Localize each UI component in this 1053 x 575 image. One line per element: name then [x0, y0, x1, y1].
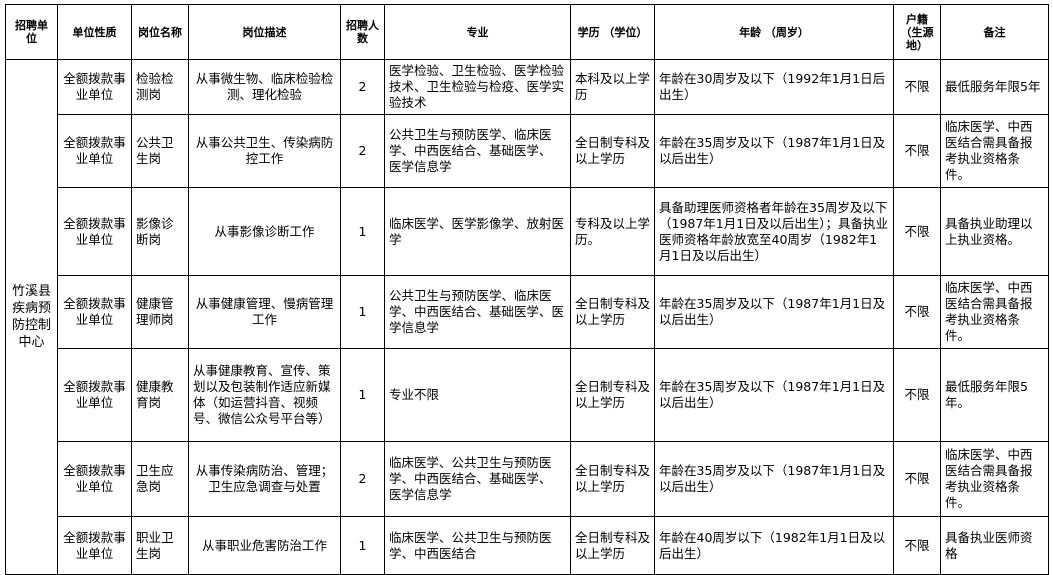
major: 临床医学、公共卫生与预防医学、中西医结合、基础医学、 医学信息学	[384, 441, 571, 517]
education: 全日制专科及以上学历	[570, 516, 655, 575]
unit-type: 全额拨款事业单位	[57, 348, 132, 442]
position-name: 卫生应急岗	[131, 441, 189, 517]
remark: 临床医学、中西医结合需具备报考执业资格条件。	[940, 275, 1049, 349]
age: 具备助理医师资格者年龄在35周岁及以下（1987年1月1日及以后出生）；具备执业…	[654, 187, 894, 276]
age: 年龄在35周岁及以下（1987年1月1日及以后出生）	[654, 441, 894, 517]
remark: 临床医学、中西医结合需具备报考执业资格条件。	[940, 114, 1049, 188]
unit-type: 全额拨款事业单位	[57, 114, 132, 188]
headcount: 2	[340, 59, 385, 115]
header-cell: 岗位描述	[188, 4, 341, 60]
remark: 最低服务年限5年	[940, 59, 1049, 115]
unit-type: 全额拨款事业单位	[57, 187, 132, 276]
household: 不限	[893, 59, 941, 115]
age: 年龄在30周岁及以下（1992年1月1日后出生）	[654, 59, 894, 115]
header-cell: 学历 （学位）	[570, 4, 655, 60]
table-wrap: 招聘单位 单位性质 岗位名称 岗位描述 招聘人数 专业 学历 （学位） 年龄 （周岁） 户籍（生…	[5, 4, 1049, 575]
table-row: 全额拨款事业单位 健康管理师岗 从事健康管理、慢病管理工作 1 公共卫生与预防医学、临床…	[6, 275, 1049, 349]
age: 年龄在35周岁及以下（1987年1月1日及以后出生）	[654, 348, 894, 442]
remark: 最低服务年限5年。	[940, 348, 1049, 442]
education: 本科及以上学历	[570, 59, 655, 115]
household: 不限	[893, 441, 941, 517]
position-name: 检验检测岗	[131, 59, 189, 115]
major: 临床医学、公共卫生与预防医学、中西医结合	[384, 516, 571, 575]
headcount: 1	[340, 275, 385, 349]
household: 不限	[893, 187, 941, 276]
job-description: 从事微生物、临床检验检测、理化检验	[188, 59, 341, 115]
job-table: 招聘单位 单位性质 岗位名称 岗位描述 招聘人数 专业 学历 （学位） 年龄 （周岁） 户籍（生…	[5, 4, 1049, 575]
age: 年龄在35周岁及以下（1987年1月1日及以后出生）	[654, 275, 894, 349]
major: 公共卫生与预防医学、临床医学、中西医结合、基础医学、医学信息学	[384, 275, 571, 349]
unit-type: 全额拨款事业单位	[57, 441, 132, 517]
position-name: 健康教育岗	[131, 348, 189, 442]
header-cell: 单位性质	[57, 4, 132, 60]
education: 全日制专科及以上学历	[570, 275, 655, 349]
major: 医学检验、卫生检验、医学检验技术、卫生检验与检疫、医学实验技术	[384, 59, 571, 115]
position-name: 公共卫生岗	[131, 114, 189, 188]
header-cell: 户籍（生源地）	[893, 4, 941, 60]
job-description: 从事健康教育、宣传、策划以及包装制作适应新媒体（如运营抖音、视频号、微信公众号平…	[188, 348, 341, 442]
education: 全日制专科及以上学历	[570, 441, 655, 517]
table-row: 竹溪县疾病预防控制中心 全额拨款事业单位 检验检测岗 从事微生物、临床检验检测、理化检…	[5, 59, 1049, 575]
table-body: 竹溪县疾病预防控制中心 全额拨款事业单位 检验检测岗 从事微生物、临床检验检测、理化检…	[5, 59, 1049, 575]
major: 专业不限	[384, 348, 571, 442]
household: 不限	[893, 516, 941, 575]
table-row: 全额拨款事业单位 影像诊断岗 从事影像诊断工作 1 临床医学、医学影像学、放射医学 专科及…	[6, 187, 1049, 276]
education: 全日制专科及以上学历	[570, 348, 655, 442]
header-cell: 招聘单位	[5, 4, 58, 60]
headcount: 1	[340, 516, 385, 575]
unit-type: 全额拨款事业单位	[57, 59, 132, 115]
education: 全日制专科及以上学历	[570, 114, 655, 188]
remark: 具备执业医师资格	[940, 516, 1049, 575]
household: 不限	[893, 275, 941, 349]
household: 不限	[893, 348, 941, 442]
header-row: 招聘单位 单位性质 岗位名称 岗位描述 招聘人数 专业 学历 （学位） 年龄 （周岁） 户籍（生…	[5, 4, 1049, 60]
headcount: 1	[340, 187, 385, 276]
remark: 临床医学、中西医结合需具备报考执业资格条件。	[940, 441, 1049, 517]
job-description: 从事影像诊断工作	[188, 187, 341, 276]
age: 年龄在35周岁及以下（1987年1月1日及以后出生）	[654, 114, 894, 188]
table-row: 全额拨款事业单位 卫生应急岗 从事传染病防治、管理；卫生应急调查与处置 2 临床医学、公…	[6, 441, 1049, 517]
header-cell: 备注	[940, 4, 1049, 60]
major: 公共卫生与预防医学、临床医学、中西医结合、基础医学、 医学信息学	[384, 114, 571, 188]
household: 不限	[893, 114, 941, 188]
position-name: 职业卫生岗	[131, 516, 189, 575]
job-description: 从事公共卫生、传染病防控工作	[188, 114, 341, 188]
table-row: 全额拨款事业单位 职业卫生岗 从事职业危害防治工作 1 临床医学、公共卫生与预防医学、中…	[6, 516, 1049, 575]
unit-type: 全额拨款事业单位	[57, 275, 132, 349]
header-cell: 年龄 （周岁）	[654, 4, 894, 60]
job-description: 从事传染病防治、管理；卫生应急调查与处置	[188, 441, 341, 517]
header-cell: 招聘人数	[340, 4, 385, 60]
education: 专科及以上学历。	[570, 187, 655, 276]
header-cell: 专业	[384, 4, 571, 60]
position-name: 健康管理师岗	[131, 275, 189, 349]
age: 年龄在40周岁以下（1982年1月1日及以后出生）	[654, 516, 894, 575]
major: 临床医学、医学影像学、放射医学	[384, 187, 571, 276]
job-description: 从事健康管理、慢病管理工作	[188, 275, 341, 349]
headcount: 2	[340, 114, 385, 188]
table-row: 全额拨款事业单位 公共卫生岗 从事公共卫生、传染病防控工作 2 公共卫生与预防医学、临床…	[6, 114, 1049, 188]
position-name: 影像诊断岗	[131, 187, 189, 276]
unit-cell: 竹溪县疾病预防控制中心	[5, 59, 58, 575]
headcount: 1	[340, 348, 385, 442]
job-description: 从事职业危害防治工作	[188, 516, 341, 575]
headcount: 2	[340, 441, 385, 517]
header-cell: 岗位名称	[131, 4, 189, 60]
table-row: 全额拨款事业单位 健康教育岗 从事健康教育、宣传、策划以及包装制作适应新媒体（如运营…	[6, 348, 1049, 442]
remark: 具备执业助理以上执业资格。	[940, 187, 1049, 276]
unit-type: 全额拨款事业单位	[57, 516, 132, 575]
